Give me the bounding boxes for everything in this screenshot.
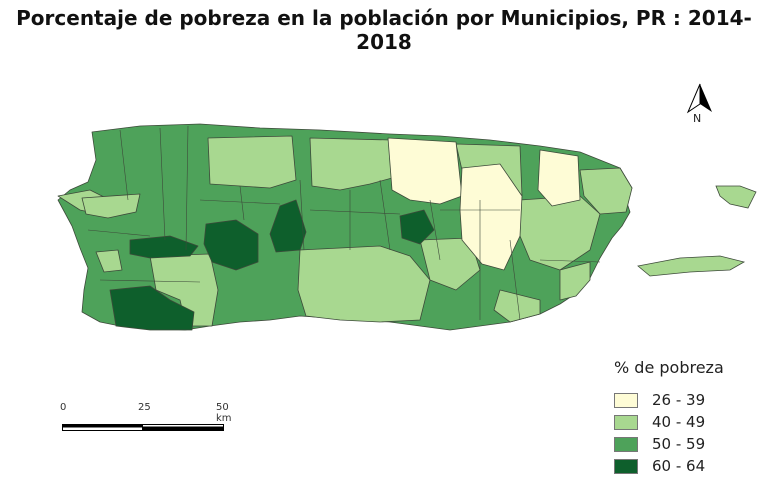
- scale-tick-0: 0: [60, 402, 67, 413]
- legend-label: 50 - 59: [652, 435, 706, 453]
- scale-segment: [142, 424, 224, 431]
- legend-item: 50 - 59: [614, 433, 724, 455]
- legend-title: % de pobreza: [614, 358, 724, 377]
- scale-segment: [62, 424, 144, 431]
- legend-swatch: [614, 392, 638, 408]
- map-title: Porcentaje de pobreza en la población po…: [16, 6, 752, 54]
- north-arrow-icon: [686, 83, 712, 114]
- scale-tick-25: 25: [138, 402, 151, 413]
- legend-swatch: [614, 436, 638, 452]
- region: [207, 135, 297, 189]
- legend-item: 60 - 64: [614, 455, 724, 477]
- legend-swatch: [614, 414, 638, 430]
- scale-tick-50: 50 km: [216, 402, 232, 424]
- north-label: N: [693, 112, 702, 125]
- scale-bar: 0 25 50 km: [60, 402, 232, 442]
- legend-label: 26 - 39: [652, 391, 706, 409]
- legend-swatch: [614, 458, 638, 474]
- legend-label: 60 - 64: [652, 457, 706, 475]
- legend-item: 40 - 49: [614, 411, 724, 433]
- legend: % de pobreza 26 - 39 40 - 49 50 - 59 60 …: [614, 358, 724, 477]
- legend-item: 26 - 39: [614, 389, 724, 411]
- legend-label: 40 - 49: [652, 413, 706, 431]
